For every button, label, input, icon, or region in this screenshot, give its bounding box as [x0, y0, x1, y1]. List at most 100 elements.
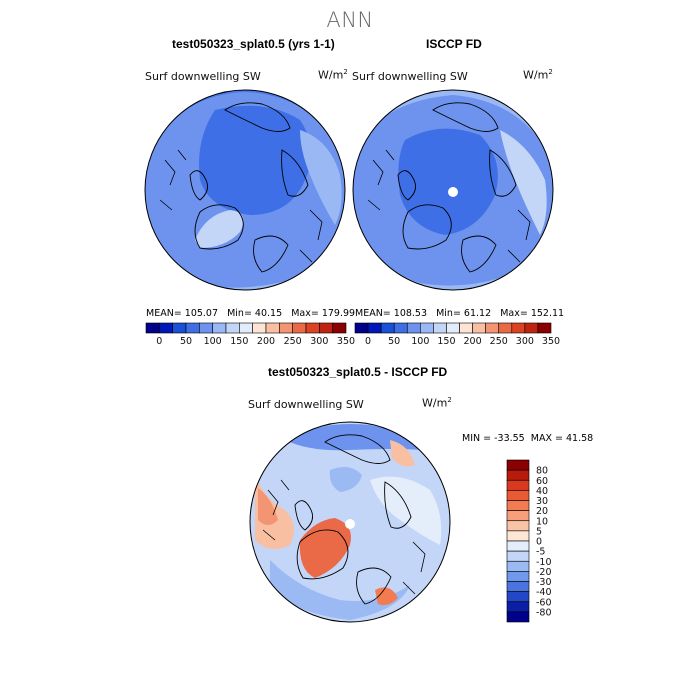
panel2-colorbar: 0 50 100 150 200 250 300 350	[354, 322, 560, 347]
panel1-colorbar-tick-label: 250	[284, 336, 302, 347]
diff-colorbar-label: 5	[536, 526, 542, 537]
panel2-field-core	[398, 128, 498, 235]
panel1-colorbar-tick-label: 200	[257, 336, 275, 347]
panel1-colorbar: 0 50 100 150 200 250 300 350	[145, 322, 355, 347]
panel2-colorbar-tick-label: 300	[516, 336, 534, 347]
panel1-field-core	[199, 105, 312, 215]
diff-variable: Surf downwelling SW	[248, 398, 364, 411]
diff-colorbar-label: 60	[536, 476, 548, 487]
panel1-map	[144, 89, 346, 291]
panel2-colorbar-swatch	[537, 322, 552, 334]
panel2-missing-pole	[448, 187, 458, 197]
panel1-field-east	[300, 130, 342, 225]
panel1-colorbar-swatch	[225, 322, 240, 334]
diff-title: test050323_splat0.5 - ISCCP FD	[268, 365, 448, 379]
panel2-colorbar-swatch	[393, 322, 408, 334]
panel1-units: W/m2	[318, 68, 348, 82]
diff-colorbar-label: -80	[536, 607, 552, 618]
diff-colorbar-swatch	[506, 571, 530, 582]
diff-units: W/m2	[422, 396, 452, 410]
diff-field-arctic-blue	[329, 466, 362, 492]
panel2-colorbar-swatch	[433, 322, 447, 334]
panel2-coastlines	[397, 102, 517, 273]
panel2-colorbar-tick-label: 100	[411, 336, 429, 347]
diff-field-south-blue	[270, 560, 410, 620]
panel2-colorbar-swatch	[498, 322, 513, 334]
panel2-colorbar-tick-label: 350	[542, 336, 560, 347]
diff-missing-pole	[345, 519, 355, 529]
panel1-map-border	[144, 89, 346, 291]
panel1-colorbar-swatch	[319, 322, 333, 334]
panel2-units: W/m2	[523, 68, 553, 82]
panel1-colorbar-tick-label: 300	[310, 336, 328, 347]
panel2-map-border	[352, 89, 554, 291]
panel1-colorbar-swatch	[199, 322, 213, 334]
panel1-colorbar-tick-label: 150	[230, 336, 248, 347]
panel2-field-east	[500, 130, 547, 235]
diff-colorbar-label: 0	[536, 537, 542, 548]
diff-colorbar-swatch	[506, 540, 530, 552]
panel2-min: Min= 61.12	[436, 308, 492, 319]
panel2-title: ISCCP FD	[426, 37, 482, 51]
diff-colorbar-swatch	[506, 469, 530, 481]
panel2-colorbar-tick-label: 0	[365, 336, 371, 347]
panel1-units-text: W/m	[318, 68, 344, 82]
diff-colorbar-swatch	[506, 510, 530, 522]
diff-colorbar-swatch	[506, 479, 530, 491]
panel2-colorbar-swatch	[406, 322, 421, 334]
diff-colorbar-swatch	[506, 601, 530, 613]
diff-field-south-red	[375, 587, 398, 606]
diff-colorbar-label: 20	[536, 506, 548, 517]
diff-colorbar-swatch	[506, 550, 530, 562]
diff-colorbar-label: 80	[536, 466, 548, 477]
diff-colorbar-label: -5	[536, 547, 545, 558]
panel1-greenland-bright	[195, 210, 244, 248]
panel1-colorbar-swatch	[172, 322, 187, 334]
panel2-colorbar-swatch	[459, 322, 473, 334]
diff-colorbar-label: -20	[536, 567, 552, 578]
panel2-colorbar-swatch	[485, 322, 500, 334]
panel2-variable: Surf downwelling SW	[352, 70, 468, 83]
diff-colorbar-label: -40	[536, 587, 552, 598]
diff-stats: MIN = -33.55 MAX = 41.58	[462, 433, 593, 444]
diff-units-text: W/m	[422, 396, 448, 410]
panel2-colorbar-swatch	[367, 322, 382, 334]
diff-colorbar-label: 40	[536, 486, 548, 497]
panel2-colorbar-tick-label: 200	[464, 336, 482, 347]
diff-colorbar-swatch	[506, 560, 530, 572]
diff-colorbar-label: -60	[536, 597, 552, 608]
panel2-colorbar-tick-label: 250	[490, 336, 508, 347]
diff-units-exp: 2	[447, 396, 452, 404]
panel2-mean: MEAN= 108.53	[355, 308, 428, 319]
panel2-colorbar-tick-label: 150	[437, 336, 455, 347]
panel1-colorbar-swatch	[185, 322, 200, 334]
panel1-colorbar-swatch	[332, 322, 347, 334]
diff-field-north-blue	[285, 424, 425, 451]
panel2-colorbar-tick-label: 50	[388, 336, 400, 347]
diff-colorbar-swatch	[506, 490, 530, 501]
diff-colorbar-label: 30	[536, 496, 548, 507]
diff-colorbar-swatch	[506, 611, 530, 623]
panel1-stats: MEAN= 105.07 Min= 40.15 Max= 179.99	[146, 308, 355, 319]
diff-map	[249, 421, 451, 623]
panel1-colorbar-swatch	[239, 322, 253, 334]
diff-colorbar-swatch	[506, 500, 530, 511]
diff-colorbar-swatch	[506, 530, 530, 542]
panel1-colorbar-tick-label: 100	[204, 336, 222, 347]
panel2-colorbar-swatch	[524, 322, 539, 334]
panel1-colorbar-swatch	[145, 322, 160, 334]
diff-colorbar-swatch	[506, 591, 530, 603]
diff-colorbar-label: -10	[536, 557, 552, 568]
panel1-colorbar-tick-label: 350	[337, 336, 355, 347]
panel2-colorbar-swatch	[420, 322, 434, 334]
panel2-units-exp: 2	[548, 68, 553, 76]
panel2-stats: MEAN= 108.53 Min= 61.12 Max= 152.11	[355, 308, 564, 319]
panel2-coast-details	[367, 149, 531, 263]
panel2-colorbar-swatch	[446, 322, 460, 334]
panel1-coastlines	[189, 102, 309, 273]
diff-colorbar-swatch	[506, 459, 530, 471]
diff-colorbar-swatch	[506, 581, 530, 592]
panel1-colorbar-tick-label: 0	[156, 336, 162, 347]
panel2-units-text: W/m	[523, 68, 549, 82]
panel1-colorbar-swatch	[265, 322, 280, 334]
